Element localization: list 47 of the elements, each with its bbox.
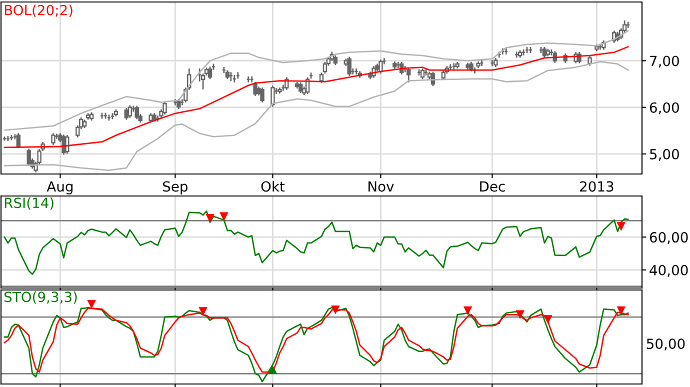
chart-title: STO(9,3,3) [4,291,77,304]
x-tick-label: 2013 [580,181,614,192]
candlestick [16,133,21,148]
line-series [4,46,629,148]
x-tick-label: Sep [163,181,188,194]
point [516,310,524,320]
x-tick-label: Nov [368,181,394,192]
candlestick [26,148,31,166]
candlestick [65,135,70,154]
candlestick [51,133,56,145]
y-tick-label: 6,00 [650,102,679,114]
point [616,222,626,231]
candlestick [322,62,328,74]
x-tick-label: Dec [480,181,505,192]
candlestick [162,102,167,115]
x-tick-label: Okt [261,180,285,192]
line-series [4,30,629,131]
candlestick [298,82,303,94]
chart-title: BOL(20;2) [4,4,72,17]
x-tick-label: Aug [46,181,73,194]
point [331,306,340,314]
point [206,214,214,223]
candlestick [347,56,352,76]
candlestick [406,67,411,82]
candlestick [134,106,139,120]
line-series [4,60,629,171]
candlestick [128,105,132,118]
point [268,365,278,374]
text: 50,00 [646,338,685,350]
candlestick [208,66,212,80]
candlestick [260,88,264,102]
y-tick-label: 40,00 [650,264,688,277]
point [616,306,626,316]
candlestick [420,68,425,80]
line-series [4,210,629,275]
point [87,300,96,309]
point [198,307,208,316]
candlestick [378,60,383,74]
candlestick [253,82,258,96]
y-tick-label: 60,00 [650,232,688,244]
point [463,306,472,316]
point [220,212,228,222]
chart-title: RSI(14) [4,197,54,210]
y-tick-label: 7,00 [650,56,679,68]
candlestick [270,86,275,107]
point [544,315,552,324]
y-tick-label: 5,00 [650,148,679,161]
